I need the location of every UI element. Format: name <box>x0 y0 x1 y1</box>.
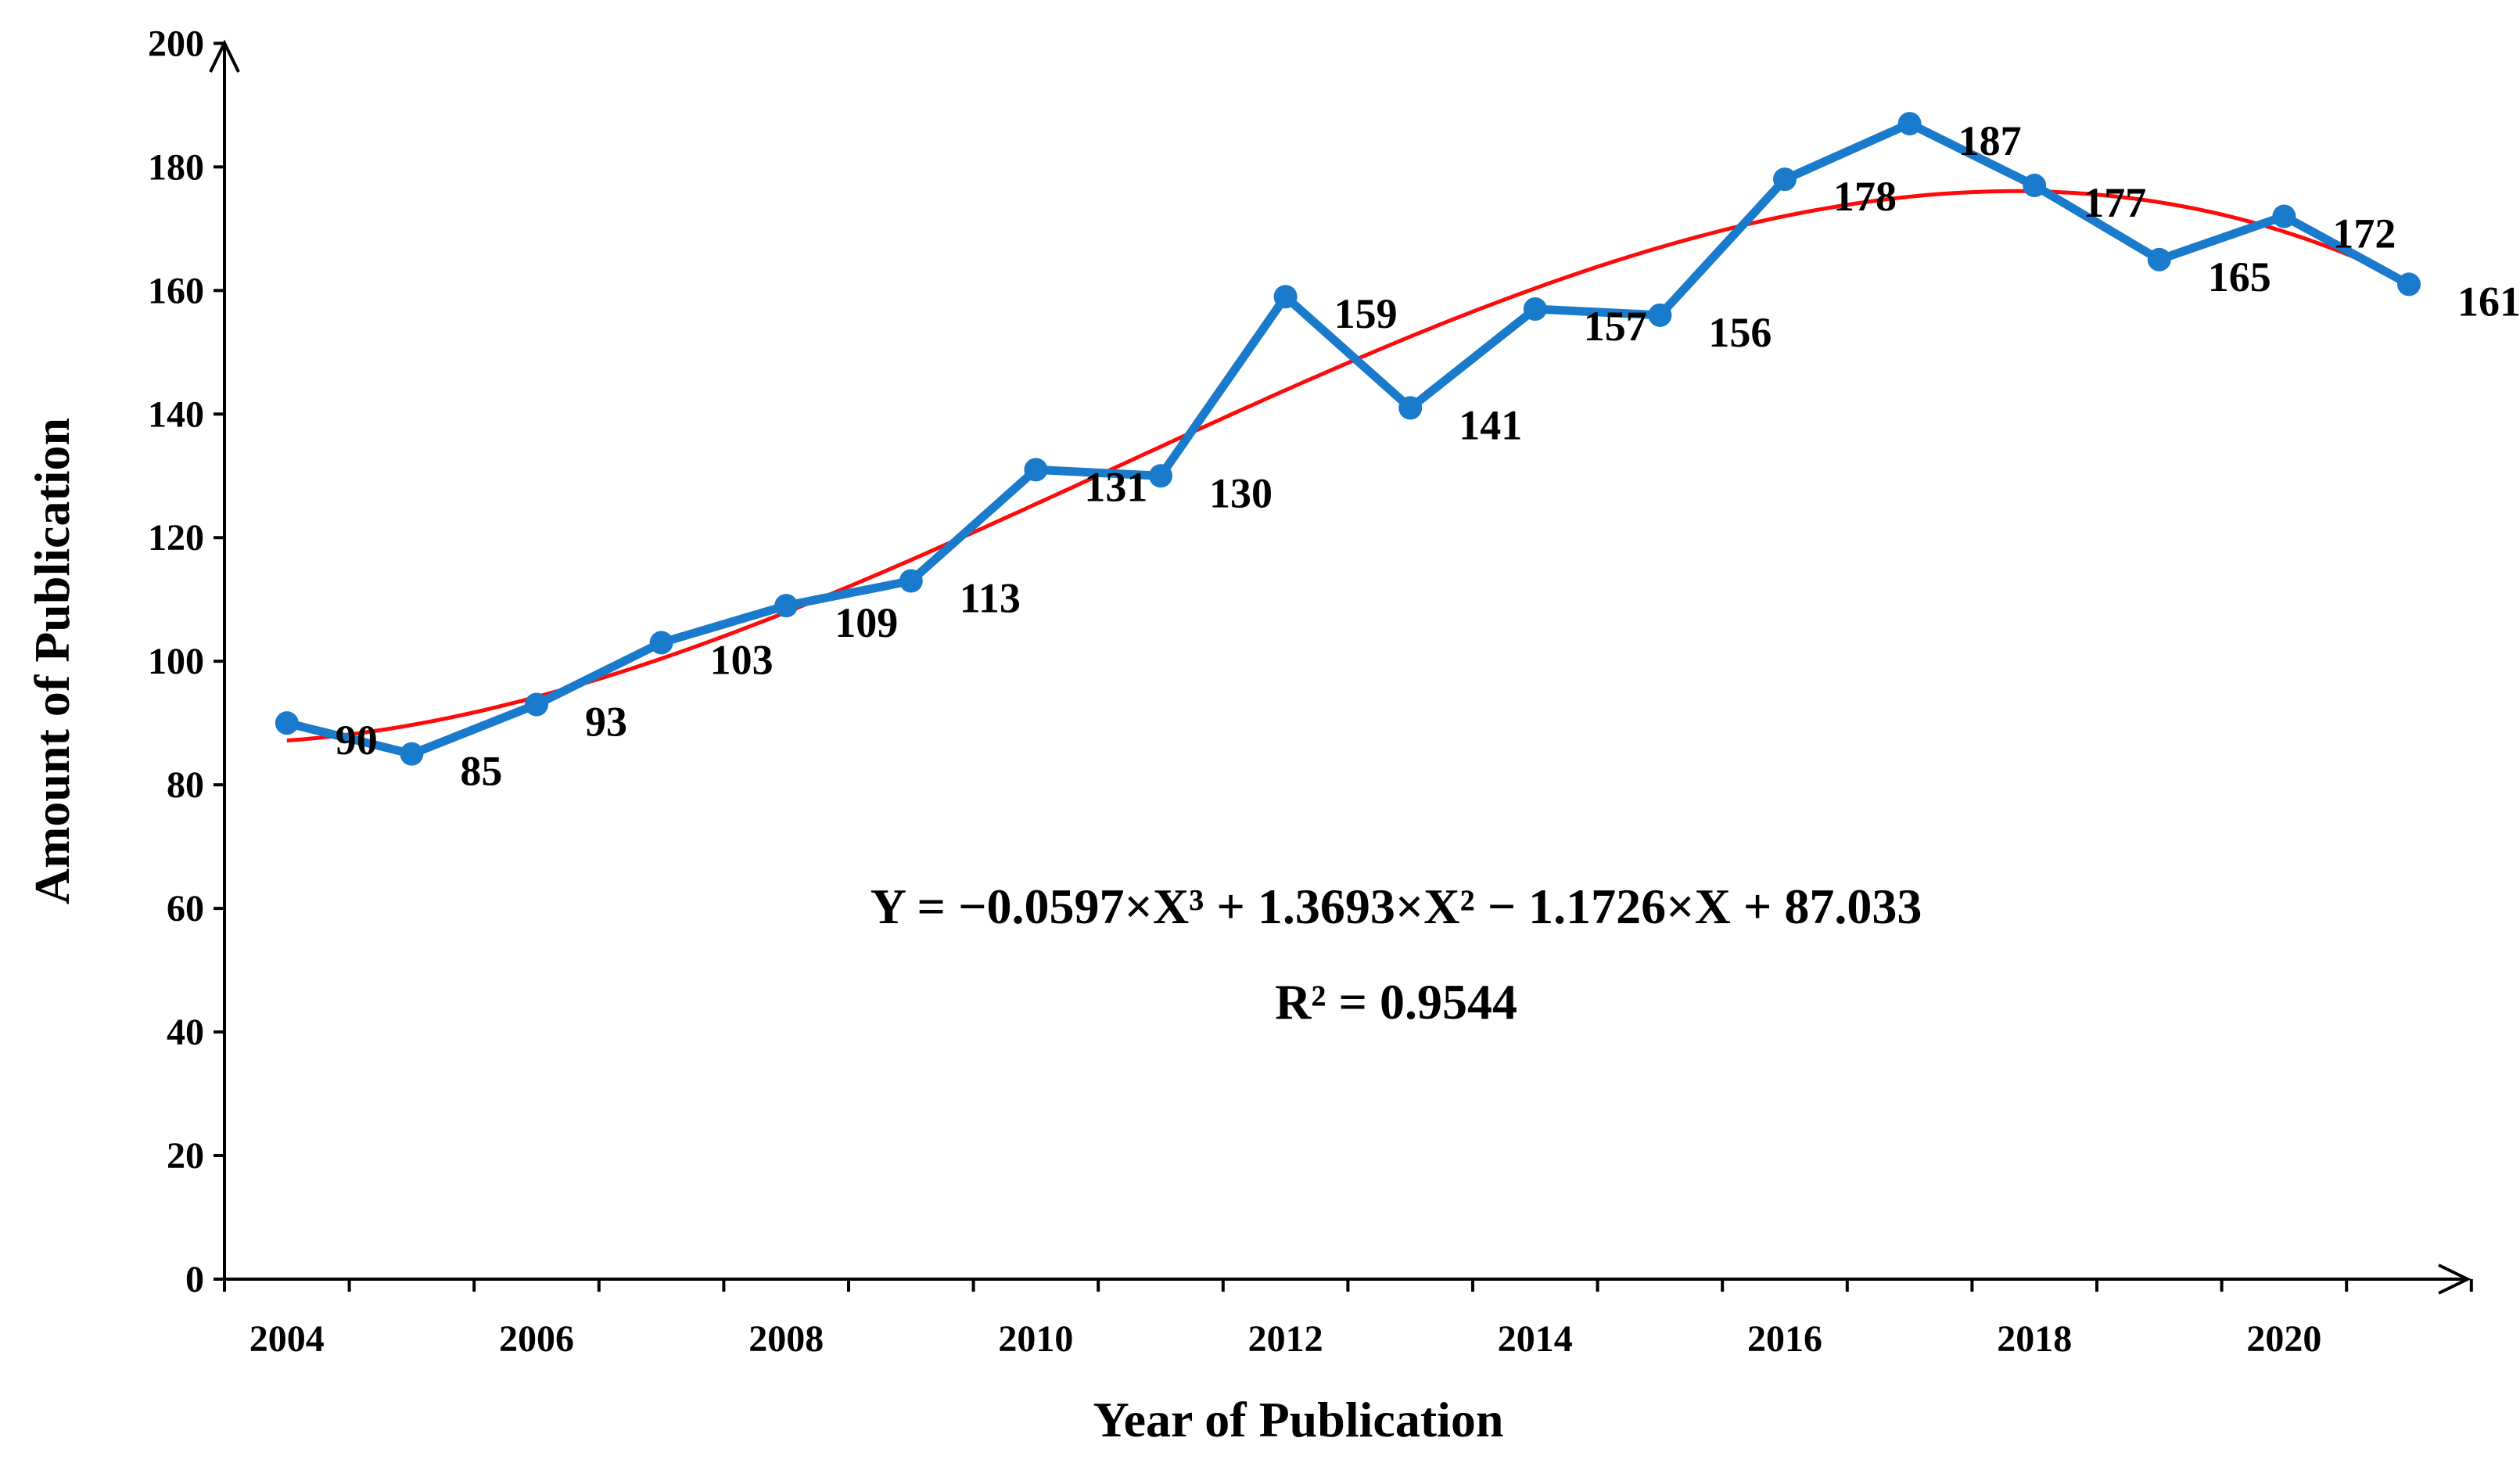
y-tick-label: 140 <box>148 394 204 435</box>
data-label: 177 <box>2083 179 2146 226</box>
data-point <box>2272 204 2296 228</box>
y-tick-label: 40 <box>167 1012 204 1053</box>
y-tick-label: 100 <box>148 641 204 682</box>
data-label: 130 <box>1209 469 1273 516</box>
y-tick-label: 60 <box>167 888 204 929</box>
data-point <box>2397 272 2421 297</box>
x-axis-arrow <box>2438 1264 2472 1295</box>
data-point <box>1897 112 1922 136</box>
y-tick-label: 200 <box>148 23 204 64</box>
r-squared: R² = 0.9544 <box>1275 974 1517 1030</box>
data-label: 113 <box>960 575 1021 622</box>
y-tick-label: 0 <box>185 1259 204 1300</box>
data-point <box>1773 167 1797 192</box>
x-tick-label: 2010 <box>998 1318 1073 1360</box>
data-label: 156 <box>1708 309 1772 356</box>
data-point <box>1149 464 1172 488</box>
y-tick-label: 180 <box>148 146 204 188</box>
x-axis-title: Year of Publication <box>1093 1392 1503 1447</box>
ticks-layer: 0 20 40 60 80 100 120 140 160 180 200 2004 2006 2008 2… <box>148 23 2473 1360</box>
data-label: 85 <box>460 748 502 795</box>
data-label: 157 <box>1584 303 1647 350</box>
trendline-layer <box>286 189 2411 742</box>
axes-layer <box>209 39 2472 1295</box>
y-tick-label: 80 <box>167 764 204 806</box>
data-point <box>2147 247 2171 271</box>
data-label: 172 <box>2332 210 2396 257</box>
x-tick-label: 2008 <box>748 1318 824 1360</box>
data-point <box>1648 303 1672 327</box>
data-label: 131 <box>1084 463 1147 510</box>
trendline-equation: Y = −0.0597×X³ + 1.3693×X² − 1.1726×X + … <box>871 879 1922 934</box>
data-point <box>525 692 548 717</box>
series-layer <box>275 112 2421 766</box>
data-label: 187 <box>1958 117 2022 164</box>
data-label: 93 <box>585 698 627 745</box>
y-tick-label: 20 <box>167 1135 204 1177</box>
x-tick-label: 2016 <box>1747 1318 1822 1360</box>
x-tick-label: 2012 <box>1248 1318 1323 1360</box>
data-labels-layer: 90 85 93 103 109 113 131 130 159 141 157 156 178 187 1… <box>336 117 2520 795</box>
data-label: 159 <box>1334 290 1398 337</box>
data-label: 103 <box>710 637 774 684</box>
data-point <box>1024 458 1048 482</box>
data-label: 161 <box>2457 278 2520 325</box>
trendline-curve <box>286 189 2411 742</box>
data-point <box>774 594 799 618</box>
x-tick-label: 2006 <box>499 1318 574 1360</box>
x-tick-label: 2004 <box>249 1318 325 1360</box>
data-label: 165 <box>2208 253 2271 300</box>
data-label: 178 <box>1833 173 1897 220</box>
data-point <box>649 631 673 655</box>
data-point <box>1398 396 1423 420</box>
data-point <box>1523 297 1547 322</box>
data-point <box>400 742 424 766</box>
x-tick-label: 2020 <box>2246 1318 2321 1360</box>
data-point <box>275 711 299 735</box>
y-axis-title: Amount of Publication <box>24 418 80 904</box>
y-tick-label: 160 <box>148 270 204 311</box>
data-label: 109 <box>835 599 898 646</box>
data-point <box>1273 285 1298 309</box>
data-point <box>899 569 923 593</box>
y-tick-label: 120 <box>148 517 204 559</box>
series-line <box>285 119 2411 759</box>
data-point <box>2023 174 2047 198</box>
data-label: 90 <box>336 717 378 764</box>
x-tick-label: 2014 <box>1498 1318 1573 1360</box>
x-tick-label: 2018 <box>1997 1318 2072 1360</box>
data-label: 141 <box>1459 401 1522 448</box>
